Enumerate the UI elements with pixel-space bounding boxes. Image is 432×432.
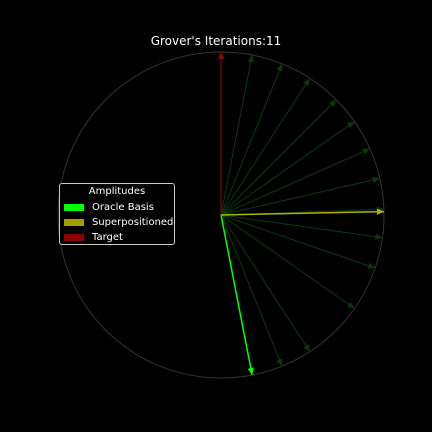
history-vector-6 bbox=[220, 148, 371, 216]
history-vector-6-shaft bbox=[220, 148, 371, 216]
history-vector-11-head bbox=[346, 301, 355, 309]
title-prefix: Grover's Iterations: bbox=[150, 34, 266, 48]
legend-swatch-superpositioned bbox=[64, 218, 84, 226]
history-vector-4 bbox=[220, 99, 337, 216]
legend-label-oracle-basis: Oracle Basis bbox=[92, 201, 154, 213]
oracle-vector bbox=[220, 214, 254, 376]
legend-swatch-oracle-basis bbox=[64, 203, 84, 211]
history-vector-7-shaft bbox=[220, 177, 380, 216]
iteration-count: 11 bbox=[266, 34, 282, 48]
superposition-vector-head bbox=[376, 208, 384, 215]
history-vector-7 bbox=[220, 176, 380, 216]
superposition-vector-shaft bbox=[220, 210, 384, 216]
history-vector-2 bbox=[220, 63, 283, 216]
history-vector-4-shaft bbox=[220, 99, 337, 216]
history-vector-11 bbox=[220, 214, 355, 309]
legend-item-oracle-basis: Oracle Basis bbox=[64, 200, 154, 214]
history-vector-10-shaft bbox=[220, 214, 376, 269]
history-vector-6-head bbox=[362, 148, 370, 155]
history-vector-1-shaft bbox=[220, 54, 253, 216]
legend-item-target: Target bbox=[64, 230, 123, 244]
legend: Amplitudes Oracle Basis Superpositioned … bbox=[59, 183, 175, 245]
history-vector-3 bbox=[220, 78, 311, 216]
superposition-vector bbox=[220, 208, 384, 216]
history-vector-5-shaft bbox=[220, 121, 355, 216]
history-vector-10 bbox=[220, 214, 376, 269]
legend-swatch-target bbox=[64, 233, 84, 241]
history-vectors bbox=[220, 54, 384, 367]
history-vector-12 bbox=[220, 214, 311, 352]
history-vector-1 bbox=[220, 54, 254, 216]
target-vector-head bbox=[217, 52, 225, 59]
history-vector-13-head bbox=[276, 358, 283, 367]
history-vector-3-shaft bbox=[220, 78, 311, 216]
plot-title: Grover's Iterations:11 bbox=[0, 34, 432, 48]
current-vectors bbox=[217, 52, 384, 376]
history-vector-5-head bbox=[346, 121, 355, 129]
history-vector-10-head bbox=[367, 262, 376, 269]
legend-label-superpositioned: Superpositioned bbox=[92, 216, 174, 228]
history-vector-3-head bbox=[303, 78, 310, 86]
history-vector-9-shaft bbox=[220, 214, 383, 239]
history-vector-5 bbox=[220, 121, 355, 216]
oracle-vector-shaft bbox=[220, 214, 253, 376]
history-vector-2-head bbox=[276, 63, 283, 72]
history-vector-12-shaft bbox=[220, 214, 311, 352]
legend-item-superpositioned: Superpositioned bbox=[64, 215, 173, 229]
history-vector-11-shaft bbox=[220, 214, 355, 309]
history-vector-9 bbox=[220, 214, 383, 240]
history-vector-12-head bbox=[303, 344, 310, 352]
oracle-vector-head bbox=[247, 367, 254, 376]
history-vector-2-shaft bbox=[220, 63, 283, 216]
target-vector bbox=[217, 52, 225, 215]
history-vector-4-head bbox=[329, 99, 337, 107]
legend-title: Amplitudes bbox=[88, 186, 146, 197]
history-vector-1-head bbox=[247, 54, 254, 63]
history-vector-7-head bbox=[372, 176, 380, 183]
history-vector-9-head bbox=[375, 233, 383, 240]
history-vector-13 bbox=[220, 214, 283, 367]
history-vector-13-shaft bbox=[220, 214, 283, 367]
legend-label-target: Target bbox=[92, 231, 123, 243]
